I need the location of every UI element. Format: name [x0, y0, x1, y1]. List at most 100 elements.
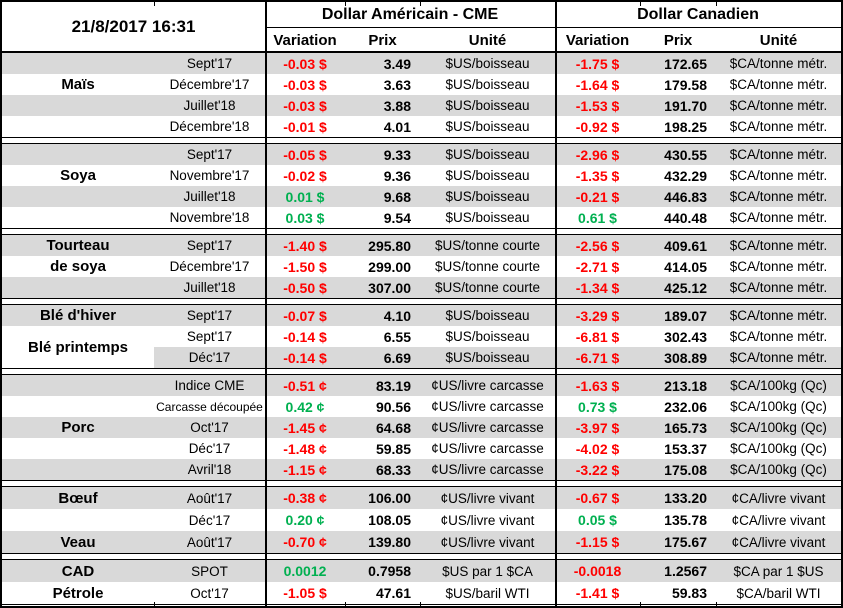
us-variation: -0.51 ¢	[283, 377, 327, 394]
table-row: Juillet'18 0.01 $ 9.68 $US/boisseau -0.21 $ 4…	[2, 186, 841, 207]
us-unit: $US/boisseau	[445, 210, 530, 225]
commodity-label: Veau	[60, 533, 96, 551]
ca-unit: $CA/tonne métr.	[729, 147, 828, 162]
section-ble: Sept'17 -0.07 $ 4.10 $US/boisseau -3.29 $ 189…	[2, 304, 841, 369]
ca-variation: -4.02 $	[575, 440, 620, 457]
us-variation: -0.70 ¢	[283, 534, 327, 550]
ca-variation: -1.64 $	[575, 76, 620, 93]
us-unit: $US/tonne courte	[434, 280, 541, 295]
us-price: 3.49	[383, 55, 411, 72]
table-row: Décembre'17 -0.03 $ 3.63 $US/boisseau -1.64 …	[2, 74, 841, 95]
us-variation: -1.40 $	[283, 237, 327, 254]
us-price: 9.54	[383, 209, 411, 226]
us-price: 9.68	[383, 188, 411, 205]
us-price: 83.19	[375, 377, 411, 394]
ca-price: 175.08	[664, 461, 707, 478]
us-unit: $US/boisseau	[445, 308, 530, 323]
table-row: Carcasse découpée 0.42 ¢ 90.56 ¢US/livre ca…	[2, 396, 841, 417]
ca-price: 232.06	[664, 398, 707, 415]
ca-price: 409.61	[664, 237, 707, 254]
term-cell: Carcasse découpée	[156, 399, 263, 414]
ca-variation-header: Variation	[565, 31, 630, 49]
ca-price: 175.67	[664, 534, 707, 550]
us-variation: 0.0012	[283, 563, 327, 579]
ca-price: 213.18	[664, 377, 707, 394]
us-variation: 0.20 ¢	[285, 512, 325, 528]
table-row: Novembre'18 0.03 $ 9.54 $US/boisseau 0.61 $ 4…	[2, 207, 841, 228]
column-tick	[345, 2, 346, 6]
ca-variation: -1.15 $	[575, 534, 620, 550]
ca-unit: $CA/tonne métr.	[729, 168, 828, 183]
section-cad-petrole: SPOT 0.0012 0.7958 $US par 1 $CA -0.0018 1.25…	[2, 559, 841, 605]
commodity-label: Blé printemps	[2, 326, 154, 368]
us-price: 9.33	[383, 146, 411, 163]
column-tick	[640, 602, 641, 606]
us-unit: ¢US/livre carcasse	[431, 441, 544, 456]
term-cell: Sept'17	[186, 56, 233, 71]
us-unit: ¢US/livre vivant	[440, 490, 535, 506]
table-row: Sept'17 -0.05 $ 9.33 $US/boisseau -2.96 $ 430…	[2, 144, 841, 165]
commodity-label-cell	[2, 53, 154, 74]
us-variation: -0.05 $	[283, 146, 327, 163]
ca-variation: -1.75 $	[575, 55, 620, 72]
us-unit: $US/boisseau	[445, 350, 530, 365]
term-cell: Déc'17	[188, 441, 231, 456]
column-tick	[420, 2, 421, 6]
commodity-label: CAD	[61, 562, 95, 580]
ca-price: 133.20	[664, 490, 707, 506]
ca-price: 179.58	[664, 76, 707, 93]
us-variation-header: Variation	[273, 31, 337, 49]
commodity-label-cell	[2, 277, 154, 298]
us-price: 108.05	[368, 512, 411, 528]
us-price: 299.00	[368, 258, 411, 275]
us-unit: $US/boisseau	[445, 56, 530, 71]
ca-price: 308.89	[664, 349, 707, 366]
term-cell: Indice CME	[174, 378, 245, 393]
ca-variation: 0.73 $	[578, 398, 617, 415]
us-variation: -1.15 ¢	[283, 461, 327, 478]
us-unit: ¢US/livre vivant	[440, 534, 535, 550]
table-row: Sept'17 -1.40 $ 295.80 $US/tonne courte -2.5…	[2, 235, 841, 256]
column-tick	[154, 2, 155, 6]
ca-unit: $CA/100kg (Qc)	[730, 378, 827, 393]
term-cell: Oct'17	[190, 585, 229, 601]
us-variation: -0.07 $	[283, 307, 327, 324]
ca-price: 59.83	[671, 585, 707, 601]
ca-variation: 0.61 $	[578, 209, 617, 226]
section-soya: Sept'17 -0.05 $ 9.33 $US/boisseau -2.96 $ 430…	[2, 143, 841, 229]
section-tourteau-de-soya: Sept'17 -1.40 $ 295.80 $US/tonne courte -2.5…	[2, 234, 841, 299]
column-headers: Variation Prix Unité Variation Prix Unit…	[2, 28, 841, 52]
us-unit: ¢US/livre carcasse	[431, 399, 544, 414]
us-variation: -0.02 $	[283, 167, 327, 184]
table-row: Déc'17 -1.48 ¢ 59.85 ¢US/livre carcasse -4.0…	[2, 438, 841, 459]
us-unit: $US/boisseau	[445, 168, 530, 183]
ca-price: 165.73	[664, 419, 707, 436]
term-cell: Avril'18	[187, 462, 232, 477]
ca-price: 198.25	[664, 118, 707, 135]
ca-price: 191.70	[664, 97, 707, 114]
ca-unit: $CA/100kg (Qc)	[730, 462, 827, 477]
ca-price: 302.43	[664, 328, 707, 345]
us-price: 106.00	[368, 490, 411, 506]
us-price: 0.7958	[368, 563, 411, 579]
commodity-label: de soya	[50, 258, 106, 275]
table-row: Août'17 -0.38 ¢ 106.00 ¢US/livre vivant -0.6…	[2, 487, 841, 509]
ca-unit: $CA/baril WTI	[736, 585, 821, 601]
us-variation: -1.05 $	[283, 585, 327, 601]
us-price: 90.56	[375, 398, 411, 415]
commodity-label-cell	[2, 116, 154, 137]
term-cell: Décembre'18	[169, 119, 250, 134]
column-tick	[716, 602, 717, 606]
term-cell: Déc'17	[188, 512, 231, 528]
us-unit: $US/boisseau	[445, 147, 530, 162]
ca-variation: -3.22 $	[575, 461, 620, 478]
ca-variation: -0.21 $	[575, 188, 620, 205]
ca-variation: -1.63 $	[575, 377, 620, 394]
ca-unit: $CA/tonne métr.	[729, 77, 828, 92]
table-row: Avril'18 -1.15 ¢ 68.33 ¢US/livre carcasse -3…	[2, 459, 841, 480]
us-variation: -0.14 $	[283, 328, 327, 345]
term-cell: Novembre'17	[169, 168, 250, 183]
term-cell: Juillet'18	[183, 98, 236, 113]
us-price: 307.00	[368, 279, 411, 296]
commodity-label: Porc	[61, 419, 95, 436]
